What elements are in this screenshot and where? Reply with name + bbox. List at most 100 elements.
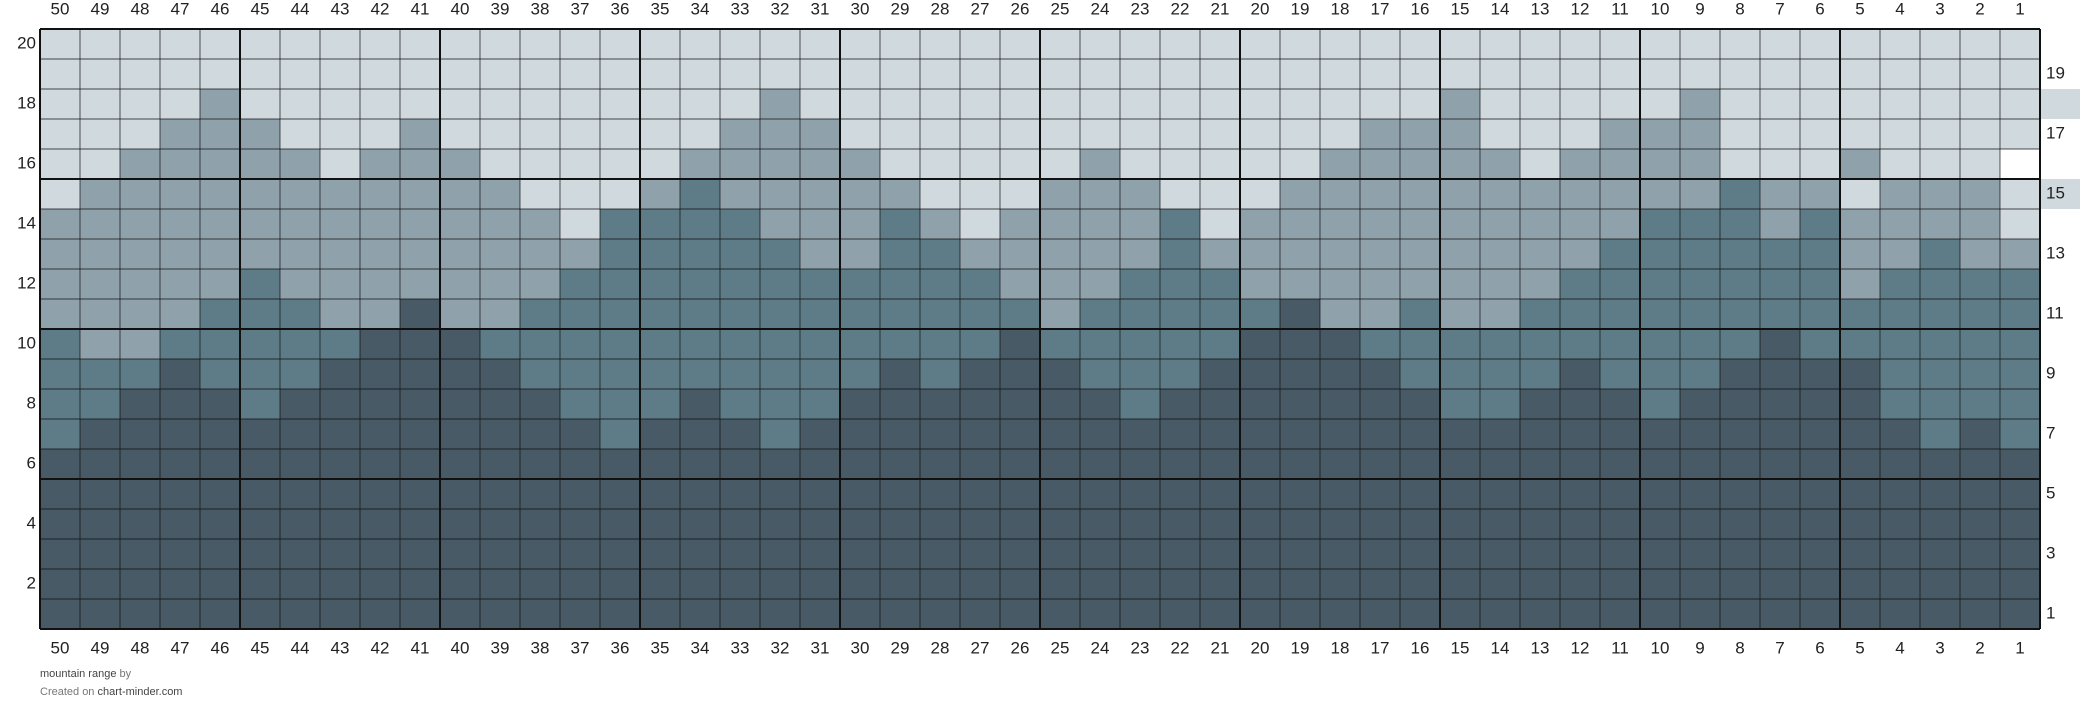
cell	[1680, 329, 1720, 359]
column-number-bottom: 43	[331, 638, 350, 657]
cell	[920, 209, 960, 239]
cell	[640, 299, 680, 329]
cell	[920, 119, 960, 149]
cell	[240, 419, 280, 449]
cell	[960, 449, 1000, 479]
cell	[840, 389, 880, 419]
cell	[40, 89, 80, 119]
cell	[1440, 479, 1480, 509]
column-number-top: 29	[891, 0, 910, 18]
cell	[1720, 599, 1760, 629]
cell	[960, 539, 1000, 569]
cell	[1160, 29, 1200, 59]
cell	[1800, 599, 1840, 629]
cell	[1720, 569, 1760, 599]
cell	[760, 599, 800, 629]
cell	[880, 569, 920, 599]
footer-site[interactable]: chart-minder.com	[98, 686, 183, 698]
cell	[440, 299, 480, 329]
cell	[1600, 419, 1640, 449]
cell	[640, 119, 680, 149]
cell	[440, 209, 480, 239]
cell	[560, 269, 600, 299]
cell	[800, 29, 840, 59]
cell	[1520, 479, 1560, 509]
cell	[560, 359, 600, 389]
cell	[1920, 569, 1960, 599]
cell	[320, 29, 360, 59]
cell	[1560, 59, 1600, 89]
cell	[200, 89, 240, 119]
cell	[1600, 209, 1640, 239]
cell	[160, 419, 200, 449]
cell	[1360, 329, 1400, 359]
cell	[1880, 209, 1920, 239]
cell	[1480, 419, 1520, 449]
cell	[880, 269, 920, 299]
cell	[1520, 29, 1560, 59]
cell	[1280, 209, 1320, 239]
cell	[480, 209, 520, 239]
cell	[720, 419, 760, 449]
cell	[1480, 569, 1520, 599]
cell	[600, 449, 640, 479]
cell	[840, 569, 880, 599]
cell	[440, 599, 480, 629]
cell	[80, 329, 120, 359]
cell	[1440, 419, 1480, 449]
column-number-top: 43	[331, 0, 350, 18]
column-number-top: 19	[1291, 0, 1310, 18]
cell	[360, 419, 400, 449]
cell	[1560, 449, 1600, 479]
cell	[960, 239, 1000, 269]
cell	[1040, 419, 1080, 449]
cell	[1480, 59, 1520, 89]
cell	[40, 59, 80, 89]
column-number-bottom: 37	[571, 638, 590, 657]
cell	[1920, 239, 1960, 269]
cell	[1360, 119, 1400, 149]
cell	[1240, 569, 1280, 599]
cell	[1960, 509, 2000, 539]
cell	[1320, 569, 1360, 599]
cell	[520, 239, 560, 269]
cell	[120, 569, 160, 599]
cell	[960, 269, 1000, 299]
cell	[920, 89, 960, 119]
column-number-top: 35	[651, 0, 670, 18]
cell	[1160, 329, 1200, 359]
cell	[1880, 569, 1920, 599]
cell	[1080, 539, 1120, 569]
cell	[800, 599, 840, 629]
cell	[600, 329, 640, 359]
column-number-top: 13	[1531, 0, 1550, 18]
cell	[1560, 389, 1600, 419]
cell	[1680, 239, 1720, 269]
column-number-top: 9	[1695, 0, 1704, 18]
cell	[720, 389, 760, 419]
column-number-bottom: 41	[411, 638, 430, 657]
cell	[1760, 299, 1800, 329]
cell	[1840, 419, 1880, 449]
cell	[920, 479, 960, 509]
cell	[680, 299, 720, 329]
cell	[1680, 209, 1720, 239]
cell	[1280, 449, 1320, 479]
column-number-top: 32	[771, 0, 790, 18]
column-number-bottom: 24	[1091, 638, 1110, 657]
cell	[840, 209, 880, 239]
cell	[480, 479, 520, 509]
column-number-bottom: 22	[1171, 638, 1190, 657]
cell	[760, 569, 800, 599]
cell	[1880, 149, 1920, 179]
cell	[880, 209, 920, 239]
cell	[1160, 209, 1200, 239]
cell	[560, 179, 600, 209]
cell	[1880, 179, 1920, 209]
cell	[200, 239, 240, 269]
cell	[1200, 449, 1240, 479]
cell	[2040, 89, 2080, 119]
cell	[1080, 149, 1120, 179]
cell	[40, 329, 80, 359]
column-number-bottom: 16	[1411, 638, 1430, 657]
